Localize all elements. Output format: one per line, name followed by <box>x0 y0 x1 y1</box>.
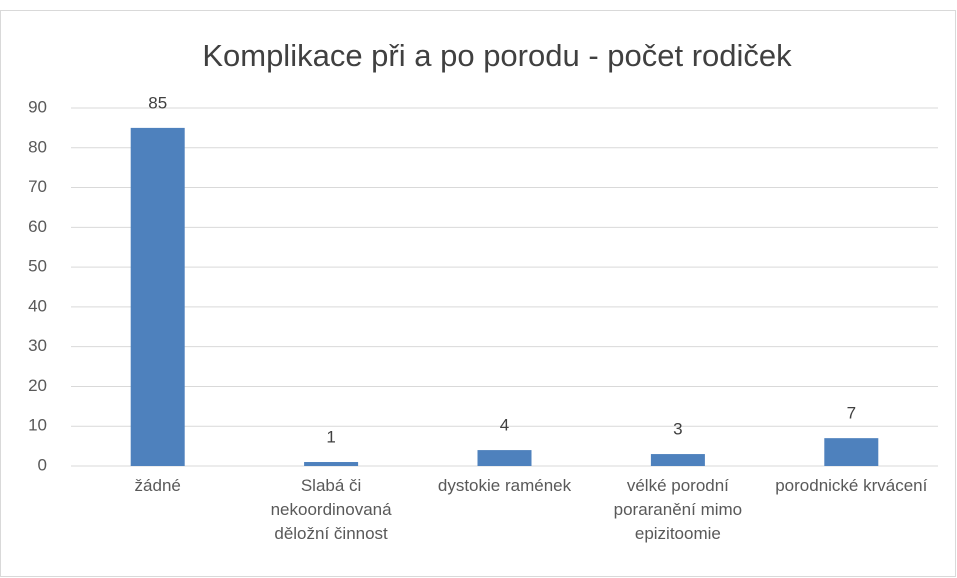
x-tick-label-box: Slabá či nekoordinovaná děložní činnost <box>270 476 392 543</box>
y-tick-label: 80 <box>28 137 47 156</box>
data-label: 1 <box>326 428 335 447</box>
x-tick-label: vélké porodní poraranění mimo epizitoomi… <box>613 476 743 543</box>
data-label: 4 <box>500 416 509 435</box>
y-tick-label: 60 <box>28 217 47 236</box>
bar <box>824 438 879 466</box>
chart-title: Komplikace při a po porodu - počet rodič… <box>202 38 792 73</box>
y-tick-label: 20 <box>28 376 47 395</box>
data-label: 3 <box>673 420 682 439</box>
bar <box>477 450 532 466</box>
x-tick-label-box: žádné <box>134 476 181 495</box>
y-tick-label: 10 <box>28 416 47 435</box>
x-tick-label-box: vélké porodní poraranění mimo epizitoomi… <box>613 476 743 543</box>
bar <box>304 462 359 466</box>
y-tick-label: 50 <box>28 257 47 276</box>
y-tick-label: 40 <box>28 296 47 315</box>
bar <box>130 127 185 466</box>
y-tick-label: 70 <box>28 177 47 196</box>
x-tick-label: žádné <box>134 476 181 495</box>
x-tick-label-box: dystokie ramének <box>437 476 572 495</box>
x-tick-label-box: porodnické krvácení <box>775 476 928 495</box>
x-tick-label: dystokie ramének <box>437 476 572 495</box>
y-tick-label: 30 <box>28 336 47 355</box>
x-tick-label: porodnické krvácení <box>775 476 928 495</box>
data-label: 7 <box>847 404 856 423</box>
bar <box>650 454 705 466</box>
y-tick-label: 0 <box>38 455 47 474</box>
data-label: 85 <box>148 93 167 112</box>
y-tick-label: 90 <box>28 97 47 116</box>
x-tick-label: Slabá či nekoordinovaná děložní činnost <box>270 476 392 543</box>
